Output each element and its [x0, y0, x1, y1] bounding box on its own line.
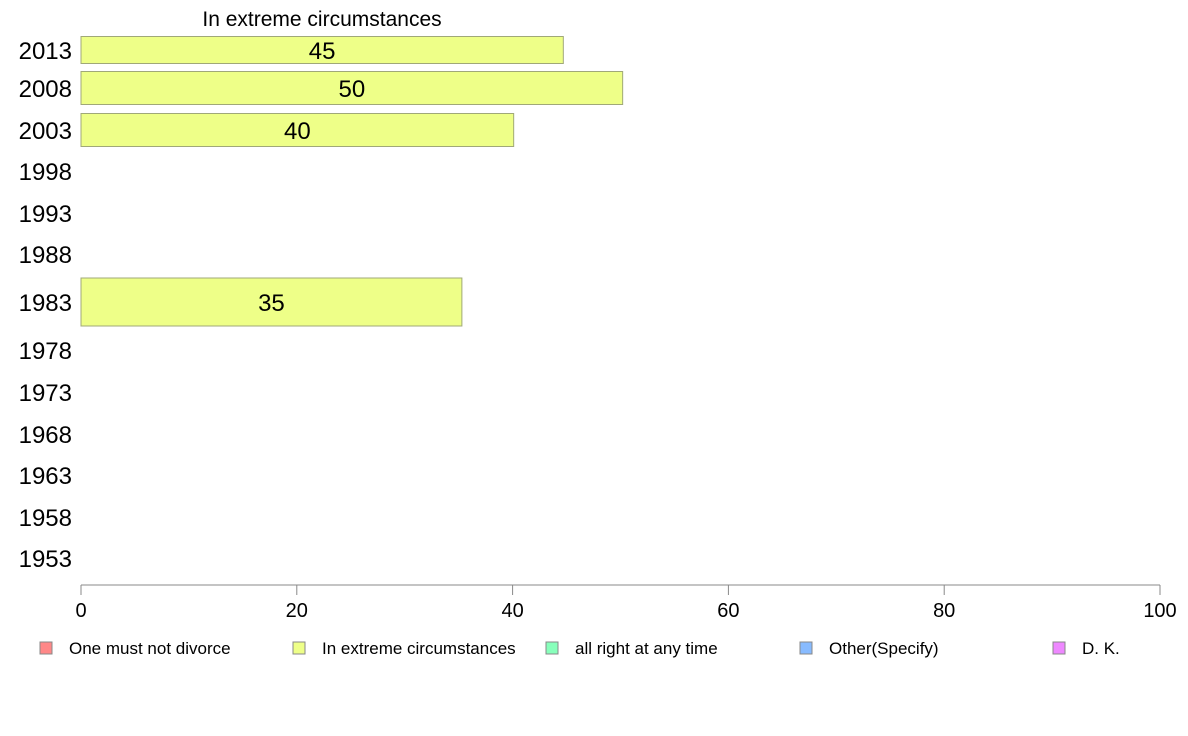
year-label-1983: 1983: [19, 290, 72, 317]
legend-label: In extreme circumstances: [322, 639, 516, 658]
x-tick-label: 40: [501, 600, 523, 622]
legend-label: all right at any time: [575, 639, 718, 658]
year-label-2003: 2003: [19, 118, 72, 145]
bar-value-label-2003: 40: [284, 118, 311, 145]
bar-2003: [80, 113, 515, 147]
year-label-1993: 1993: [19, 201, 72, 228]
x-tick-label: 80: [933, 600, 955, 622]
legend-swatch: [1052, 641, 1066, 655]
legend-swatch: [39, 641, 53, 655]
year-label-2008: 2008: [19, 76, 72, 103]
year-label-2013: 2013: [19, 38, 72, 65]
bar-value-label-2008: 50: [338, 76, 365, 103]
year-label-1978: 1978: [19, 338, 72, 365]
legend: One must not divorce In extreme circumsta…: [39, 639, 1120, 658]
year-label-1968: 1968: [19, 422, 72, 449]
x-tick-label: 60: [717, 600, 739, 622]
x-axis: 0 20 40 60 80 100: [75, 584, 1177, 622]
legend-label: One must not divorce: [69, 639, 231, 658]
bar-1983: [80, 277, 463, 327]
year-label-1963: 1963: [19, 463, 72, 490]
year-label-1958: 1958: [19, 505, 72, 532]
bar-2013: [80, 36, 564, 64]
year-labels-group: 2013 2008 2003 1998 1993 1988 1983 1978 1973 1968…: [19, 38, 72, 573]
legend-label: D. K.: [1082, 639, 1120, 658]
x-tick-label: 20: [286, 600, 308, 622]
x-tick-label: 100: [1143, 600, 1176, 622]
legend-label: Other(Specify): [829, 639, 939, 658]
x-tick-label: 0: [75, 600, 86, 622]
bar-2008: [80, 71, 624, 105]
year-label-1998: 1998: [19, 159, 72, 186]
legend-swatch: [292, 641, 306, 655]
legend-swatch: [799, 641, 813, 655]
bar-value-label-1983: 35: [258, 290, 285, 317]
year-label-1953: 1953: [19, 546, 72, 573]
legend-swatch: [545, 641, 559, 655]
bar-value-label-2013: 45: [309, 38, 336, 65]
year-label-1973: 1973: [19, 380, 72, 407]
year-label-1988: 1988: [19, 242, 72, 269]
chart-title: In extreme circumstances: [202, 8, 441, 31]
